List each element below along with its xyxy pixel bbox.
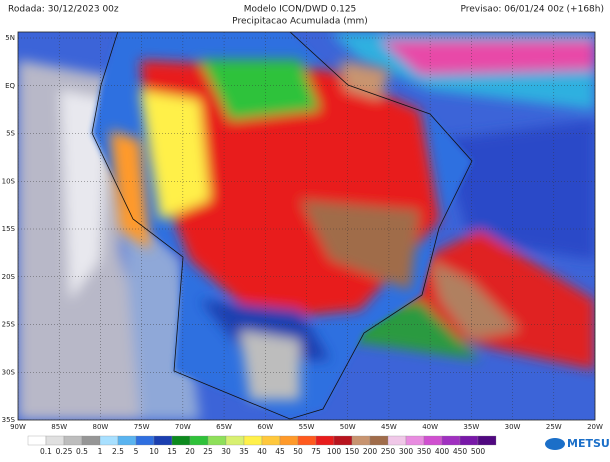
- longitude-label: 20W: [587, 423, 603, 431]
- latitude-label: EQ: [5, 82, 15, 90]
- latitude-label: 5S: [6, 130, 15, 138]
- longitude-label: 60W: [257, 423, 273, 431]
- colorbar-swatch: [297, 435, 317, 446]
- longitude-label: 30W: [505, 423, 521, 431]
- colorbar-swatch: [261, 435, 281, 446]
- colorbar-label: 20: [185, 447, 195, 456]
- colorbar-label: 45: [275, 447, 285, 456]
- map: [18, 32, 595, 420]
- colorbar-label: 450: [453, 447, 468, 456]
- longitude-label: 40W: [422, 423, 438, 431]
- colorbar-label: 1: [98, 447, 103, 456]
- latitude-label: 25S: [2, 321, 16, 329]
- latitude-label: 5N: [5, 34, 15, 42]
- map-frame: [17, 31, 596, 421]
- colorbar-swatch: [99, 435, 119, 446]
- colorbar-label: 500: [471, 447, 486, 456]
- colorbar-label: 0.25: [56, 447, 73, 456]
- colorbar-swatch: [135, 435, 155, 446]
- latitude-label: 30S: [2, 368, 16, 376]
- colorbar-swatch: [369, 435, 389, 446]
- latitude-label: 15S: [2, 225, 16, 233]
- colorbar-swatch: [27, 435, 47, 446]
- longitude-label: 90W: [10, 423, 26, 431]
- latitude-label: 20S: [2, 273, 16, 281]
- colorbar-swatch: [279, 435, 299, 446]
- colorbar-label: 40: [257, 447, 267, 456]
- colorbar-swatch: [351, 435, 371, 446]
- colorbar-label: 0.5: [76, 447, 88, 456]
- colorbar-swatch: [207, 435, 227, 446]
- colorbar-swatch: [189, 435, 209, 446]
- run-time: Rodada: 30/12/2023 00z: [8, 5, 119, 15]
- colorbar-label: 250: [381, 447, 396, 456]
- colorbar-label: 10: [149, 447, 159, 456]
- product-name: Precipitacao Acumulada (mm): [232, 17, 368, 27]
- colorbar-label: 15: [167, 447, 177, 456]
- longitude-label: 85W: [51, 423, 67, 431]
- longitude-label: 45W: [381, 423, 397, 431]
- latitude-label: 35S: [2, 416, 16, 424]
- colorbar-swatch: [387, 435, 407, 446]
- colorbar-swatch: [243, 435, 263, 446]
- colorbar-swatch: [171, 435, 191, 446]
- colorbar-swatch: [423, 435, 443, 446]
- colorbar-label: 25: [203, 447, 213, 456]
- latitude-label: 10S: [2, 177, 16, 185]
- colorbar-swatch: [63, 435, 83, 446]
- colorbar-label: 350: [417, 447, 432, 456]
- colorbar-label: 5: [134, 447, 139, 456]
- colorbar-label: 2.5: [112, 447, 124, 456]
- longitude-label: 50W: [340, 423, 356, 431]
- longitude-label: 65W: [216, 423, 232, 431]
- colorbar-label: 150: [345, 447, 360, 456]
- colorbar-swatch: [315, 435, 335, 446]
- colorbar-swatch: [333, 435, 353, 446]
- colorbar-swatch: [477, 435, 497, 446]
- colorbar-swatch: [45, 435, 65, 446]
- longitude-label: 75W: [134, 423, 150, 431]
- colorbar-swatch: [441, 435, 461, 446]
- colorbar-swatch: [81, 435, 101, 446]
- longitude-label: 70W: [175, 423, 191, 431]
- colorbar-label: 30: [221, 447, 231, 456]
- colorbar-swatch: [225, 435, 245, 446]
- longitude-label: 35W: [463, 423, 479, 431]
- logo: METSUL: [567, 437, 610, 450]
- colorbar-label: 35: [239, 447, 249, 456]
- longitude-label: 25W: [546, 423, 562, 431]
- logo-icon: [545, 438, 565, 450]
- colorbar-swatch: [117, 435, 137, 446]
- colorbar-label: 300: [399, 447, 414, 456]
- forecast-time: Previsao: 06/01/24 00z (+168h): [460, 5, 604, 15]
- colorbar-swatch: [459, 435, 479, 446]
- colorbar-label: 100: [327, 447, 342, 456]
- colorbar-label: 400: [435, 447, 450, 456]
- colorbar-label: 0.1: [40, 447, 52, 456]
- colorbar-label: 200: [363, 447, 378, 456]
- colorbar-swatch: [405, 435, 425, 446]
- colorbar-label: 75: [311, 447, 321, 456]
- longitude-label: 55W: [299, 423, 315, 431]
- colorbar-label: 50: [293, 447, 303, 456]
- colorbar-swatch: [153, 435, 173, 446]
- model-name: Modelo ICON/DWD 0.125: [244, 5, 357, 15]
- longitude-label: 80W: [93, 423, 109, 431]
